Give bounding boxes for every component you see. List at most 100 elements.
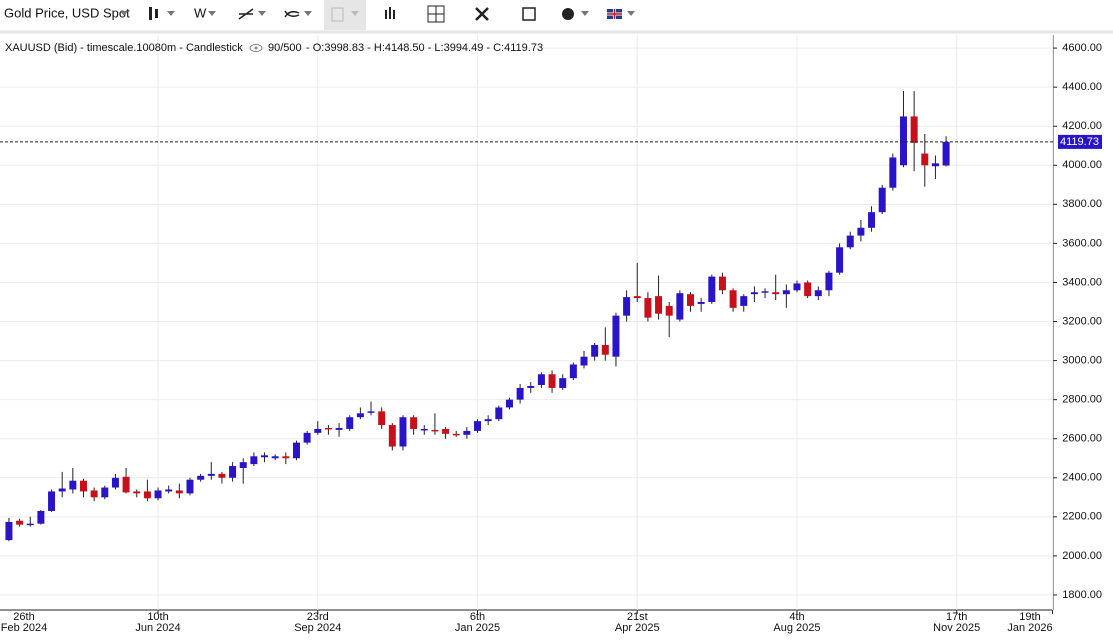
x-tick-label: 23rd (307, 611, 329, 623)
candle-type-button[interactable] (149, 7, 175, 20)
language-button[interactable] (607, 9, 635, 19)
candle-body (431, 429, 439, 432)
candle-body (122, 476, 130, 493)
theme-button[interactable] (562, 8, 589, 20)
candle-body (495, 407, 503, 420)
candle-body (761, 291, 769, 293)
candle-body (623, 297, 631, 316)
y-tick-label: 3200.00 (1062, 315, 1102, 327)
x-tick-label: 10th (147, 611, 168, 623)
candle-body (207, 473, 215, 476)
candle-body (186, 479, 194, 494)
candle-body (644, 298, 652, 318)
candle-body (101, 487, 109, 498)
candle-body (878, 187, 886, 213)
volume-button[interactable] (385, 7, 395, 19)
grid (0, 35, 1057, 614)
y-tick-label: 2800.00 (1062, 394, 1102, 406)
candle-body (782, 290, 790, 295)
candle-body (154, 490, 162, 499)
y-tick-label: 2400.00 (1062, 472, 1102, 484)
interval-select[interactable]: W (194, 5, 207, 20)
candle-body (740, 296, 748, 306)
candle-body (250, 456, 258, 465)
dropdown-arrow (120, 11, 128, 16)
candle-body (910, 116, 918, 143)
candle-body (537, 374, 545, 385)
x-tick-label: 19th (1019, 611, 1040, 623)
y-tick-label: 3000.00 (1062, 354, 1102, 366)
instrument-select[interactable]: Gold Price, USD Spot (4, 5, 130, 20)
x-tick-label: Feb 2024 (1, 622, 47, 634)
layout-button[interactable] (427, 5, 445, 23)
draw-line-button[interactable] (238, 8, 266, 20)
candle-body (580, 356, 588, 366)
candle-body (303, 432, 311, 443)
x-tick-label: Apr 2025 (615, 622, 660, 634)
candle-body (399, 417, 407, 447)
candle-body (58, 488, 66, 492)
candle-body (452, 433, 460, 436)
candle-body (697, 301, 705, 304)
legend-count: 90/500 (268, 42, 302, 54)
x-tick-label: Jan 2025 (455, 622, 500, 634)
candle-body (48, 491, 56, 511)
x-tick-label: 4th (789, 611, 804, 623)
candle-body (388, 425, 396, 447)
y-tick-label: 3600.00 (1062, 237, 1102, 249)
x-tick-label: 17th (946, 611, 967, 623)
candle-body (463, 430, 471, 435)
candle-body (442, 428, 450, 434)
candle-body (676, 293, 684, 320)
candle-body (282, 456, 290, 459)
candle-body (750, 292, 758, 295)
candle-body (846, 235, 854, 248)
candle-body (346, 417, 354, 429)
fit-button[interactable] (522, 7, 536, 21)
candle-body (26, 523, 34, 526)
candle-body (37, 510, 45, 524)
candle-body (921, 153, 929, 166)
toolbar (0, 0, 1113, 30)
candle-body (484, 419, 492, 422)
x-tick-label: Jun 2024 (135, 622, 180, 634)
candle-body (239, 462, 247, 469)
candle-body (133, 491, 141, 494)
candle-body (175, 490, 183, 494)
x-tick-label: Sep 2024 (294, 622, 341, 634)
plot (0, 91, 1053, 542)
candle-body (16, 520, 24, 525)
candle-body (868, 212, 876, 228)
candle-body (708, 276, 716, 302)
x-tick-label: Nov 2025 (933, 622, 980, 634)
last-price-label: 4119.73 (1060, 136, 1099, 148)
indicator-button[interactable] (284, 10, 312, 18)
candle-body (942, 141, 950, 166)
candle-body (931, 163, 939, 167)
candle-body (899, 116, 907, 166)
candle-body (814, 290, 822, 297)
fullscreen-button[interactable] (475, 7, 489, 21)
candle-body (686, 294, 694, 306)
candle-body (612, 315, 620, 357)
x-tick-label: Jan 2026 (1007, 622, 1052, 634)
y-tick-label: 2600.00 (1062, 433, 1102, 445)
delete-button[interactable] (324, 0, 366, 30)
candle-body (356, 413, 364, 418)
eye-icon[interactable] (249, 44, 263, 52)
candle-body (772, 292, 780, 295)
candle-body (197, 475, 205, 480)
candle-body (218, 473, 226, 478)
labels: XAUUSD (Bid) - timescale.10080m - Candle… (1, 42, 1102, 634)
legend-ohlc: - O:3998.83 - H:4148.50 - L:3994.49 - C:… (306, 42, 543, 54)
candle-body (825, 272, 833, 291)
y-tick-label: 3800.00 (1062, 198, 1102, 210)
candle-body (505, 399, 513, 408)
candle-body (633, 296, 641, 299)
candle-body (793, 283, 801, 291)
candle-body (143, 491, 151, 499)
y-tick-label: 1800.00 (1062, 589, 1102, 601)
x-tick-label: Aug 2025 (773, 622, 820, 634)
